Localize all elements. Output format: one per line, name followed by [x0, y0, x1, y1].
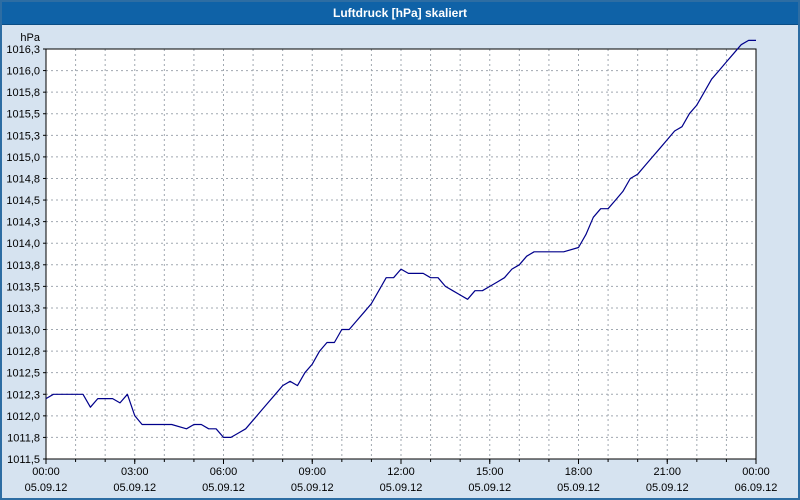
x-time-label: 03:00: [121, 466, 149, 478]
pressure-series-line: [45, 39, 756, 438]
x-date-label: 06.09.12: [735, 482, 778, 494]
y-tick-label: 1013,5: [6, 281, 40, 293]
gridlines: [46, 49, 756, 459]
x-time-label: 00:00: [742, 466, 770, 478]
y-tick-label: 1013,0: [6, 325, 40, 337]
chart-area: 1016,3 1016,0 1015,8 1015,5 1015,3 1015,0 1014…: [2, 25, 798, 499]
y-axis-unit-label: hPa: [20, 32, 40, 44]
y-tick-label: 1012,8: [6, 346, 40, 358]
x-time-label: 00:00: [32, 466, 60, 478]
x-date-label: 05.09.12: [25, 482, 68, 494]
x-date-label: 05.09.12: [468, 482, 511, 494]
x-time-label: 12:00: [387, 466, 415, 478]
y-tick-label: 1011,8: [7, 432, 40, 444]
y-tick-label: 1012,3: [6, 389, 40, 401]
y-tick-label: 1011,5: [7, 454, 40, 466]
x-time-label: 18:00: [565, 466, 593, 478]
y-tick-label: 1012,5: [6, 368, 40, 380]
x-date-label: 05.09.12: [646, 482, 689, 494]
window-title: Luftdruck [hPa] skaliert: [2, 2, 798, 25]
x-date-label: 05.09.12: [380, 482, 423, 494]
y-tick-label: 1013,3: [6, 303, 40, 315]
x-date-label: 05.09.12: [291, 482, 334, 494]
y-tick-label: 1015,3: [6, 130, 40, 142]
y-tick-label: 1014,8: [6, 173, 40, 185]
y-tick-label: 1013,8: [6, 260, 40, 272]
y-tick-label: 1015,0: [6, 152, 40, 164]
y-tick-label: 1014,0: [6, 238, 40, 250]
y-tick-label: 1015,8: [6, 87, 40, 99]
x-time-label: 06:00: [210, 466, 238, 478]
plot-border: [45, 48, 757, 460]
pressure-line-chart: 1016,3 1016,0 1015,8 1015,5 1015,3 1015,0 1014…: [6, 32, 778, 494]
y-tick-label: 1012,0: [6, 411, 40, 423]
x-date-label: 05.09.12: [557, 482, 600, 494]
y-tick-label: 1014,3: [6, 217, 40, 229]
x-axis-labels: 00:00 05.09.12 03:00 05.09.12 06:00 05.09.12 0…: [25, 466, 778, 494]
x-time-label: 21:00: [653, 466, 681, 478]
x-time-label: 15:00: [476, 466, 504, 478]
x-time-label: 09:00: [298, 466, 326, 478]
y-axis-labels: 1016,3 1016,0 1015,8 1015,5 1015,3 1015,0 1014…: [6, 44, 40, 466]
y-tick-label: 1016,0: [6, 66, 40, 78]
y-tick-label: 1015,5: [6, 109, 40, 121]
y-tick-label: 1014,5: [6, 195, 40, 207]
y-tick-label: 1016,3: [6, 44, 40, 56]
x-date-label: 05.09.12: [202, 482, 245, 494]
x-date-label: 05.09.12: [113, 482, 156, 494]
